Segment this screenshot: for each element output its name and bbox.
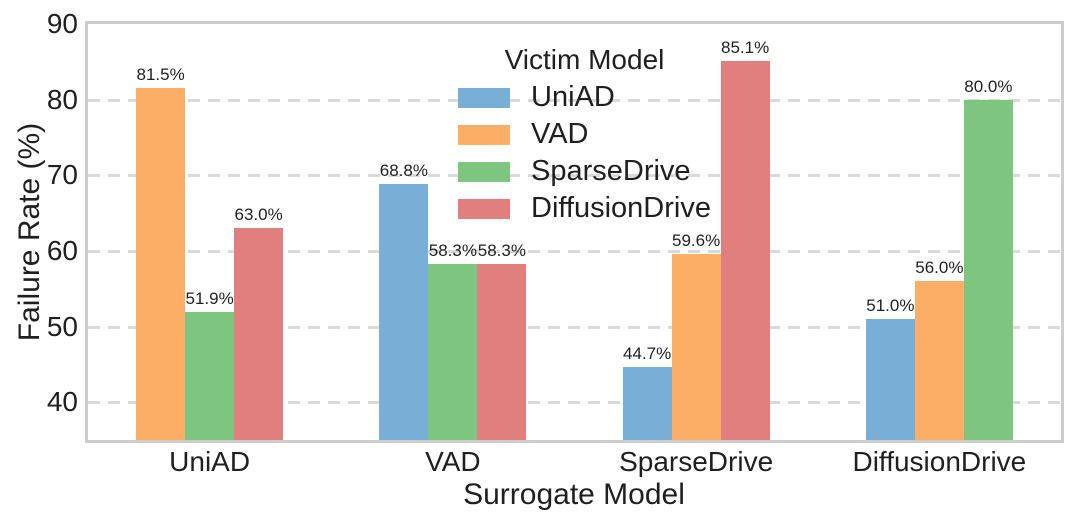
y-tick-label: 60 <box>46 234 78 266</box>
y-tick-label: 50 <box>46 310 78 342</box>
legend-swatch <box>458 124 510 145</box>
legend-swatch <box>458 161 510 182</box>
gridline-50 <box>88 325 1061 329</box>
x-tick-label-VAD: VAD <box>425 446 481 477</box>
legend-item-UniAD: UniAD <box>458 82 711 113</box>
bar-DiffusionDrive-UniAD <box>865 318 915 440</box>
legend-item-SparseDrive: SparseDrive <box>458 156 711 187</box>
legend-item-label: DiffusionDrive <box>531 192 711 224</box>
legend-item-DiffusionDrive: DiffusionDrive <box>458 193 711 224</box>
bar-value-label: 56.0% <box>915 258 964 278</box>
legend-entries: UniAD VAD SparseDrive DiffusionDrive <box>458 82 711 224</box>
bar-value-label: 81.5% <box>136 65 185 85</box>
bar-value-label: 63.0% <box>234 205 283 225</box>
gridline-70 <box>88 174 1061 178</box>
y-tick-label: 80 <box>46 83 78 115</box>
bar-UniAD-DiffusionDrive <box>234 228 284 440</box>
bar-SparseDrive-VAD <box>671 253 721 440</box>
legend-swatch <box>458 87 510 108</box>
bar-value-label: 58.3% <box>477 240 526 260</box>
bar-value-label: 58.3% <box>428 240 477 260</box>
legend-item-label: VAD <box>531 118 589 150</box>
x-axis-title: Surrogate Model <box>463 478 685 511</box>
bar-VAD-UniAD <box>379 184 429 440</box>
legend: Victim Model UniAD VAD SparseDrive Diffusio… <box>458 44 711 230</box>
legend-item-label: UniAD <box>531 81 615 113</box>
legend-title: Victim Model <box>504 44 665 75</box>
bar-DiffusionDrive-SparseDrive <box>963 99 1013 440</box>
x-tick-label-UniAD: UniAD <box>169 446 251 477</box>
bar-UniAD-SparseDrive <box>185 312 235 440</box>
bar-VAD-SparseDrive <box>428 263 478 440</box>
x-tick-label-SparseDrive: SparseDrive <box>619 446 774 477</box>
bar-DiffusionDrive-VAD <box>914 281 964 440</box>
x-tick-label-DiffusionDrive: DiffusionDrive <box>852 446 1027 477</box>
gridline-80 <box>88 98 1061 102</box>
bar-SparseDrive-UniAD <box>622 366 672 440</box>
bar-value-label: 85.1% <box>721 38 770 58</box>
bar-value-label: 51.9% <box>185 289 234 309</box>
bar-value-label: 80.0% <box>964 76 1013 96</box>
legend-item-VAD: VAD <box>458 119 711 150</box>
legend-swatch <box>458 198 510 219</box>
y-tick-label: 40 <box>46 386 78 418</box>
bar-VAD-DiffusionDrive <box>477 263 527 440</box>
y-axis-title: Failure Rate (%) <box>13 122 46 342</box>
bar-SparseDrive-DiffusionDrive <box>720 61 770 440</box>
plot-area: 81.5% 51.9% 63.0% 68.8% 58.3% 58.3% 44.7% 59.6%… <box>85 21 1064 443</box>
y-tick-label: 90 <box>46 8 78 39</box>
gridline-40 <box>88 401 1061 405</box>
bar-UniAD-VAD <box>136 88 186 440</box>
bar-value-label: 68.8% <box>379 161 428 181</box>
y-tick-label: 70 <box>46 159 78 191</box>
legend-item-label: SparseDrive <box>531 155 691 187</box>
bar-value-label: 44.7% <box>623 343 672 363</box>
gridline-60 <box>88 249 1061 253</box>
bar-value-label: 59.6% <box>672 230 721 250</box>
bar-value-label: 51.0% <box>866 295 915 315</box>
